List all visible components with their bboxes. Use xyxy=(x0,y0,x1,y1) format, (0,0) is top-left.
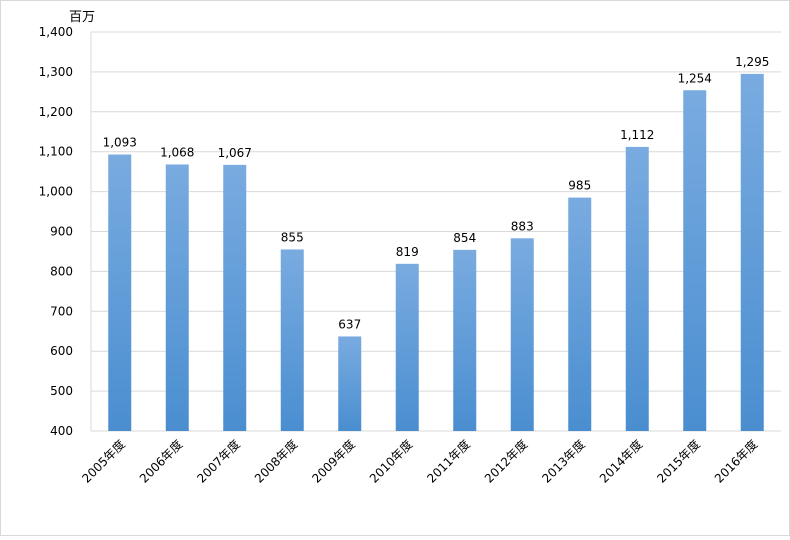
x-tick-label: 2015年度 xyxy=(654,437,703,486)
x-tick-label: 2016年度 xyxy=(711,437,760,486)
x-tick-label: 2009年度 xyxy=(309,437,358,486)
x-tick-label: 2012年度 xyxy=(481,437,530,486)
bar xyxy=(453,249,477,431)
data-label: 1,254 xyxy=(678,71,712,85)
y-tick-label: 1,200 xyxy=(39,105,73,119)
y-tick-label: 500 xyxy=(50,384,73,398)
x-tick-label: 2010年度 xyxy=(366,437,415,486)
bar xyxy=(108,154,132,432)
bar xyxy=(510,238,534,431)
x-axis-labels: 2005年度 2006年度 2007年度 2008年度 2009年度 2010年度 2011… xyxy=(79,437,761,486)
bar xyxy=(338,336,362,431)
data-label: 1,093 xyxy=(103,135,137,149)
y-tick-label: 400 xyxy=(50,424,73,438)
data-label: 883 xyxy=(511,219,534,233)
y-tick-label: 600 xyxy=(50,344,73,358)
y-tick-label: 900 xyxy=(50,225,73,239)
bar xyxy=(395,263,419,431)
data-labels: 1,093 1,068 1,067 855 637 819 854 883 985 1,112 1,… xyxy=(103,55,770,332)
x-tick-label: 2011年度 xyxy=(424,437,473,486)
bar xyxy=(223,164,247,431)
bar xyxy=(568,197,592,431)
x-tick-label: 2014年度 xyxy=(596,437,645,486)
y-axis-ticks: 400 500 600 700 800 900 1,000 1,100 1,200 1,300 1,… xyxy=(39,25,73,438)
x-tick-label: 2006年度 xyxy=(136,437,185,486)
y-tick-label: 1,300 xyxy=(39,65,73,79)
bar xyxy=(280,249,304,431)
gridlines xyxy=(90,31,781,432)
bar xyxy=(625,146,649,432)
data-label: 1,295 xyxy=(735,55,769,69)
x-tick-label: 2008年度 xyxy=(251,437,300,486)
data-label: 855 xyxy=(281,230,304,244)
bars xyxy=(108,73,764,432)
data-label: 854 xyxy=(453,231,476,245)
x-tick-label: 2007年度 xyxy=(194,437,243,486)
x-tick-label: 2013年度 xyxy=(539,437,588,486)
data-label: 1,068 xyxy=(160,145,194,159)
data-label: 637 xyxy=(338,317,361,331)
bar xyxy=(683,90,707,431)
y-tick-label: 1,400 xyxy=(39,25,73,39)
y-tick-label: 1,000 xyxy=(39,185,73,199)
bar xyxy=(165,164,189,431)
y-tick-label: 1,100 xyxy=(39,145,73,159)
y-tick-label: 800 xyxy=(50,264,73,278)
bar xyxy=(740,73,764,432)
data-label: 985 xyxy=(568,179,591,193)
x-tick-label: 2005年度 xyxy=(79,437,128,486)
unit-label: 百万 xyxy=(69,10,95,25)
data-label: 1,067 xyxy=(218,146,252,160)
data-label: 819 xyxy=(396,245,419,259)
data-label: 1,112 xyxy=(620,128,654,142)
y-tick-label: 700 xyxy=(50,304,73,318)
